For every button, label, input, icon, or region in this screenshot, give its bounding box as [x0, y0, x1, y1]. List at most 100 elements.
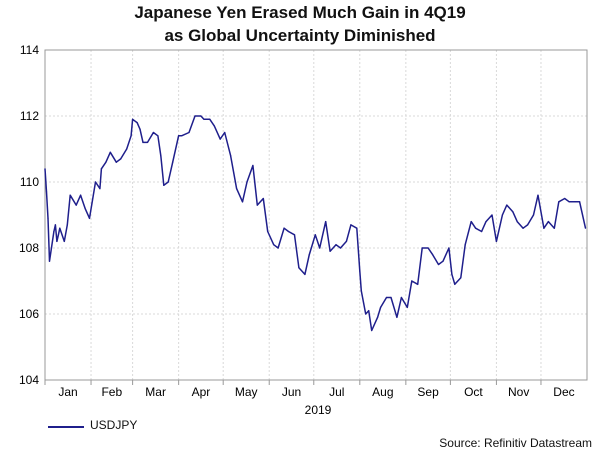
- x-tick-label: Mar: [145, 385, 166, 399]
- data-point: [63, 240, 65, 242]
- data-point: [421, 247, 423, 249]
- data-point: [547, 221, 550, 223]
- data-point: [442, 260, 444, 262]
- data-point: [287, 230, 290, 233]
- data-point: [475, 227, 477, 229]
- data-point: [516, 221, 518, 223]
- data-point: [579, 201, 581, 203]
- data-point: [325, 221, 327, 223]
- data-point: [181, 135, 183, 137]
- data-point: [339, 247, 342, 249]
- x-tick-label: Feb: [101, 385, 122, 399]
- data-point: [69, 194, 71, 196]
- data-point: [230, 155, 232, 157]
- data-point: [94, 181, 97, 183]
- data-point: [506, 204, 508, 206]
- legend-swatch: [48, 426, 84, 428]
- data-point: [371, 329, 373, 332]
- data-point: [252, 164, 254, 167]
- data-point: [406, 306, 408, 308]
- data-point: [584, 227, 587, 229]
- x-tick-label: Oct: [464, 385, 483, 399]
- data-point: [568, 201, 570, 203]
- y-tick-label: 114: [20, 43, 39, 57]
- data-point: [172, 161, 174, 163]
- data-point: [99, 188, 101, 190]
- data-point: [277, 247, 279, 249]
- usdjpy-series-line: [44, 115, 587, 332]
- x-tick-label: Apr: [192, 385, 211, 399]
- y-axis-ticks: 104 106 108 110 112 114: [19, 43, 39, 387]
- data-point: [224, 131, 226, 134]
- data-point: [45, 191, 48, 193]
- data-point: [53, 230, 55, 233]
- data-point: [139, 128, 141, 130]
- x-tick-label: Jun: [282, 385, 301, 399]
- data-point: [543, 227, 545, 229]
- source-note: Source: Refinitiv Datastream: [439, 436, 592, 450]
- data-point: [368, 310, 370, 312]
- data-point: [350, 224, 352, 226]
- data-point: [66, 224, 68, 226]
- data-point: [460, 277, 462, 279]
- x-tick-label: Jan: [58, 385, 77, 399]
- data-point: [314, 234, 316, 236]
- y-tick-label: 108: [19, 241, 39, 255]
- data-point: [84, 207, 86, 209]
- data-point: [390, 296, 392, 299]
- x-tick-label: Dec: [553, 385, 574, 399]
- data-point: [454, 283, 456, 285]
- data-point: [203, 118, 205, 120]
- data-point: [160, 155, 162, 157]
- data-point: [105, 161, 107, 163]
- data-point: [136, 122, 138, 124]
- data-point: [558, 201, 560, 203]
- data-point: [470, 221, 472, 223]
- y-tick-label: 106: [19, 307, 39, 321]
- x-tick-label: May: [235, 385, 258, 399]
- data-point: [329, 250, 331, 252]
- gridlines: [45, 50, 587, 380]
- data-point: [522, 227, 524, 229]
- data-point: [308, 254, 310, 256]
- data-point: [59, 227, 61, 229]
- data-point: [262, 197, 264, 200]
- y-tick-label: 104: [19, 373, 39, 387]
- data-point: [120, 158, 122, 160]
- data-point: [130, 135, 132, 137]
- data-point: [152, 131, 154, 134]
- usdjpy-data-points: [44, 115, 587, 332]
- data-point: [380, 306, 382, 308]
- data-point: [273, 244, 275, 246]
- data-point: [236, 188, 238, 190]
- data-point: [57, 234, 60, 236]
- data-point: [167, 181, 169, 183]
- data-point: [491, 214, 493, 216]
- y-tick-label: 110: [20, 175, 39, 189]
- data-point: [437, 263, 440, 266]
- data-point: [553, 227, 555, 229]
- chart-subtitle: as Global Uncertainty Diminished: [164, 26, 436, 45]
- data-point: [501, 214, 503, 216]
- data-point: [109, 151, 111, 153]
- data-point: [365, 313, 367, 315]
- data-point: [360, 290, 362, 292]
- data-point: [241, 201, 244, 203]
- data-point: [298, 267, 300, 269]
- x-axis-year-label: 2019: [305, 403, 332, 417]
- data-point: [319, 247, 321, 249]
- data-point: [451, 273, 453, 275]
- chart-title: Japanese Yen Erased Much Gain in 4Q19: [134, 3, 466, 22]
- data-point: [200, 115, 202, 117]
- data-point: [396, 316, 398, 318]
- data-point: [88, 217, 91, 219]
- data-point: [256, 204, 258, 206]
- data-point: [194, 115, 196, 117]
- data-point: [377, 316, 379, 318]
- data-point: [564, 197, 566, 200]
- data-point: [209, 118, 211, 120]
- data-point: [532, 214, 535, 216]
- data-point: [359, 270, 361, 272]
- data-point: [163, 184, 165, 186]
